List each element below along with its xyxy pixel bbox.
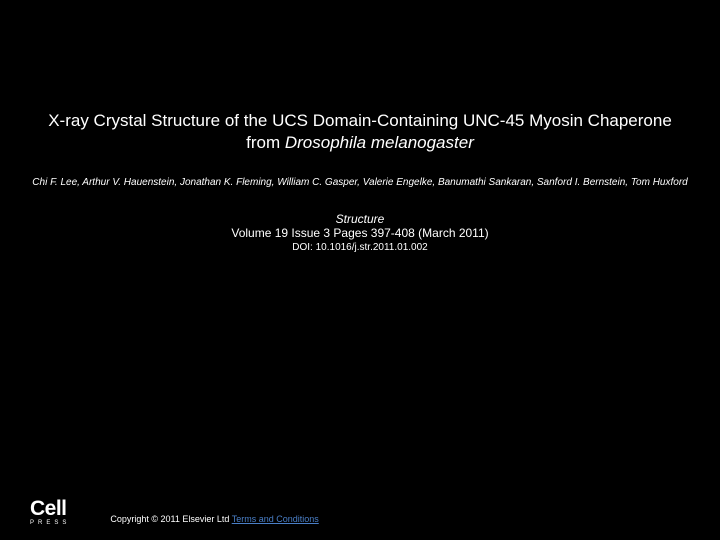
footer: Cell PRESS Copyright © 2011 Elsevier Ltd… <box>0 490 720 540</box>
title-section: X-ray Crystal Structure of the UCS Domai… <box>0 0 720 154</box>
logo-main-text: Cell <box>30 500 67 519</box>
terms-link[interactable]: Terms and Conditions <box>232 514 319 524</box>
title-species: Drosophila melanogaster <box>285 133 474 152</box>
journal-info: Volume 19 Issue 3 Pages 397-408 (March 2… <box>40 226 680 240</box>
copyright-line: Copyright © 2011 Elsevier Ltd Terms and … <box>110 514 318 526</box>
authors-list: Chi F. Lee, Arthur V. Hauenstein, Jonath… <box>0 154 720 190</box>
logo-sub-text: PRESS <box>30 521 70 526</box>
paper-title: X-ray Crystal Structure of the UCS Domai… <box>40 110 680 154</box>
cell-press-logo: Cell PRESS <box>30 500 70 526</box>
copyright-text: Copyright © 2011 Elsevier Ltd <box>110 514 229 524</box>
journal-name: Structure <box>40 212 680 226</box>
journal-doi: DOI: 10.1016/j.str.2011.01.002 <box>40 242 680 253</box>
journal-section: Structure Volume 19 Issue 3 Pages 397-40… <box>0 190 720 253</box>
